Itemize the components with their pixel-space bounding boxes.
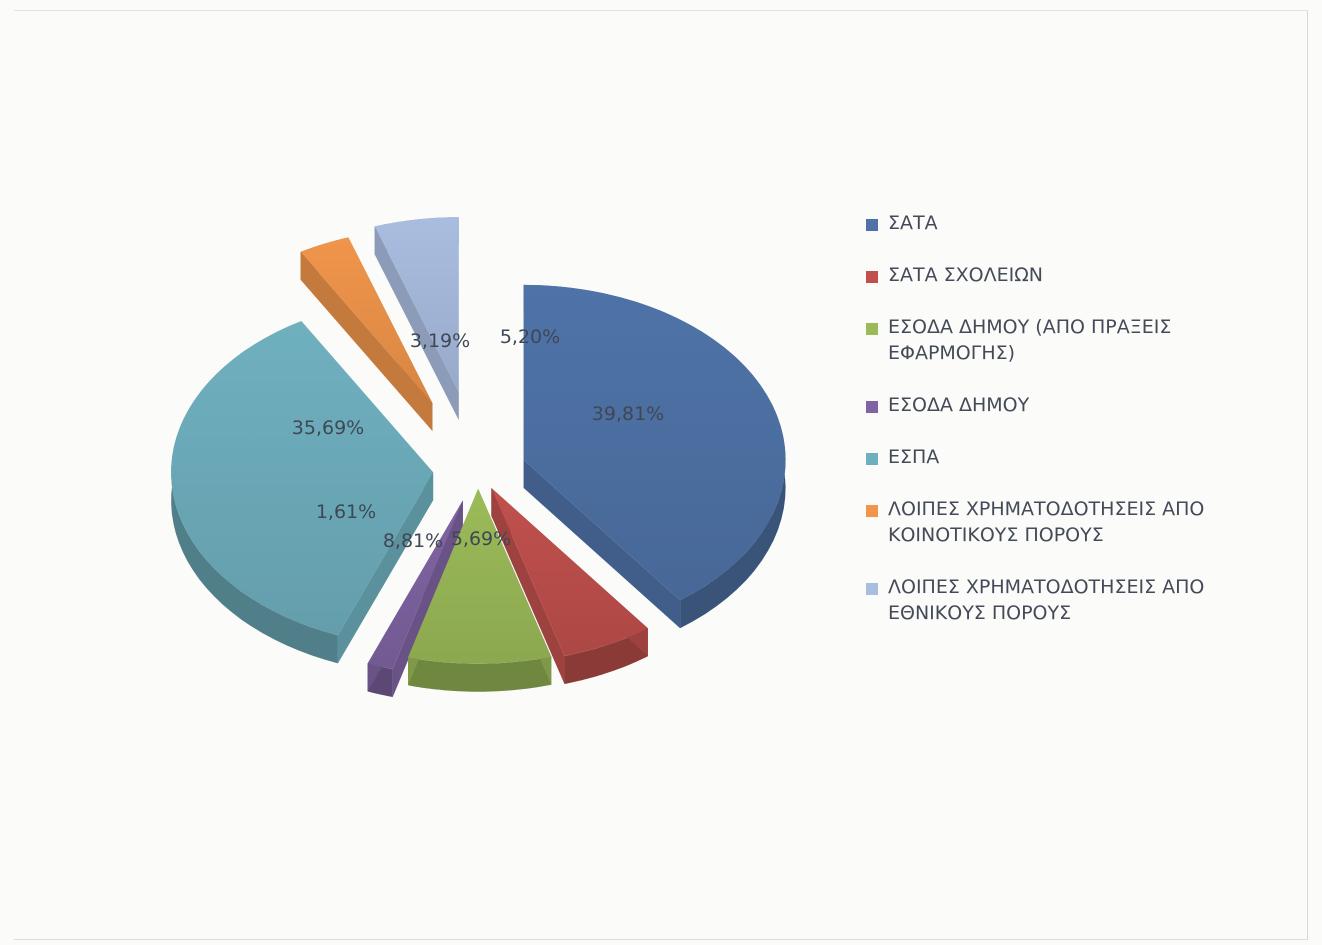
slice-side <box>564 628 648 684</box>
legend-label: ΕΣΟΔΑ ΔΗΜΟΥ (ΑΠΟ ΠΡΑΞΕΙΣ ΕΦΑΡΜΟΓΗΣ) <box>888 316 1172 364</box>
data-label-7: 5,20% <box>500 326 560 348</box>
legend-item: ΛΟΙΠΕΣ ΧΡΗΜΑΤΟΔΟΤΗΣΕΙΣ ΑΠΟ ΕΘΝΙΚΟΥΣ ΠΟΡΟ… <box>862 574 1282 626</box>
legend-swatch <box>866 583 878 595</box>
slice-top <box>367 500 463 670</box>
pie-slice-7 <box>374 217 459 421</box>
legend-item: ΕΣΠΑ <box>862 444 1282 470</box>
legend-label: ΣΑΤΑ ΣΧΟΛΕΙΩΝ <box>888 264 1043 286</box>
legend-swatch <box>866 401 878 413</box>
legend-label: ΛΟΙΠΕΣ ΧΡΗΜΑΤΟΔΟΤΗΣΕΙΣ ΑΠΟ ΚΟΙΝΟΤΙΚΟΥΣ Π… <box>888 498 1205 546</box>
slice-side <box>171 321 338 664</box>
slice-top <box>491 487 648 656</box>
slice-cut-face <box>337 472 434 664</box>
legend-swatch <box>866 271 878 283</box>
slice-top <box>171 321 434 636</box>
data-label-1: 39,81% <box>592 403 664 425</box>
slice-top <box>300 237 433 404</box>
pie-slice-6 <box>300 237 433 432</box>
chart-frame <box>14 10 1308 940</box>
legend-swatch <box>866 219 878 231</box>
data-label-3: 8,81% <box>383 530 443 552</box>
slice-top <box>523 284 786 601</box>
slice-top <box>408 488 552 664</box>
legend-swatch <box>866 453 878 465</box>
legend-item: ΕΣΟΔΑ ΔΗΜΟΥ <box>862 392 1282 418</box>
legend-item: ΣΑΤΑ ΣΧΟΛΕΙΩΝ <box>862 262 1282 288</box>
pie-slice-3 <box>408 488 552 692</box>
data-label-4: 1,61% <box>316 501 376 523</box>
legend-item: ΕΣΟΔΑ ΔΗΜΟΥ (ΑΠΟ ΠΡΑΞΕΙΣ ΕΦΑΡΜΟΓΗΣ) <box>862 314 1282 366</box>
pie-slice-1 <box>523 284 786 629</box>
slice-cut-face <box>491 487 565 684</box>
pie-slice-4 <box>367 500 463 698</box>
pie-slice-5 <box>171 321 434 664</box>
legend-label: ΕΣΟΔΑ ΔΗΜΟΥ <box>888 394 1030 416</box>
slice-side <box>408 656 552 692</box>
slice-cut-face <box>374 226 459 421</box>
slice-top <box>374 217 459 393</box>
data-label-5: 35,69% <box>292 417 364 439</box>
pie-slice-2 <box>491 487 648 684</box>
data-label-2: 5,69% <box>451 528 511 550</box>
data-label-6: 3,19% <box>410 330 470 352</box>
slice-cut-face <box>300 251 433 432</box>
legend-label: ΕΣΠΑ <box>888 446 940 468</box>
legend-item: ΣΑΤΑ <box>862 210 1282 236</box>
legend-swatch <box>866 323 878 335</box>
chart-legend: ΣΑΤΑ ΣΑΤΑ ΣΧΟΛΕΙΩΝ ΕΣΟΔΑ ΔΗΜΟΥ (ΑΠΟ ΠΡΑΞΕΙ… <box>862 210 1282 652</box>
legend-swatch <box>866 505 878 517</box>
legend-item: ΛΟΙΠΕΣ ΧΡΗΜΑΤΟΔΟΤΗΣΕΙΣ ΑΠΟ ΚΟΙΝΟΤΙΚΟΥΣ Π… <box>862 496 1282 548</box>
slice-cut-face <box>523 459 681 629</box>
legend-label: ΣΑΤΑ <box>888 212 938 234</box>
legend-label: ΛΟΙΠΕΣ ΧΡΗΜΑΤΟΔΟΤΗΣΕΙΣ ΑΠΟ ΕΘΝΙΚΟΥΣ ΠΟΡΟ… <box>888 576 1205 624</box>
